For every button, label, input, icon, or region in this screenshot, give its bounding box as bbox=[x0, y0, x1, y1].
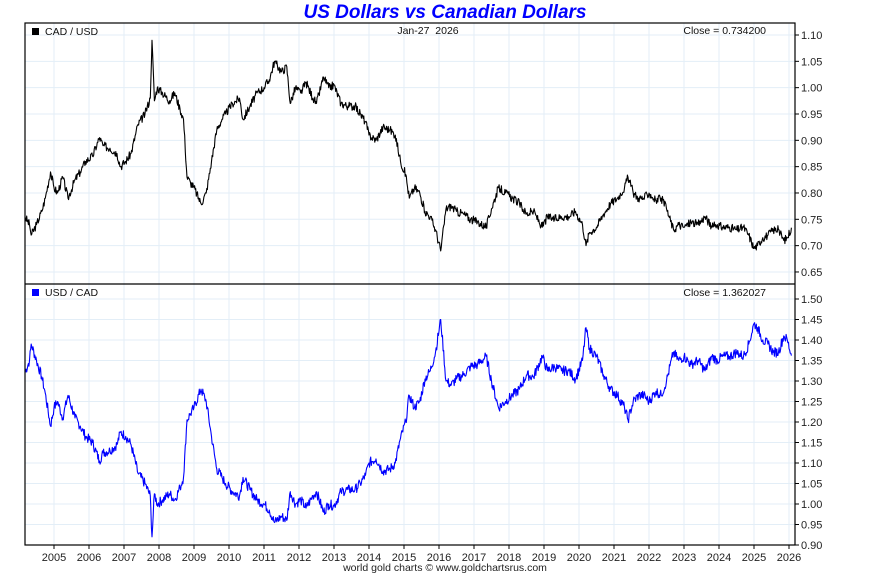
footer-credit: world gold charts © www.goldchartsrus.co… bbox=[343, 562, 547, 574]
y-tick-label: 1.20 bbox=[801, 417, 822, 429]
y-tick-label: 1.10 bbox=[801, 458, 822, 470]
x-tick-label: 2015 bbox=[392, 552, 416, 564]
legend-marker-usd-cad bbox=[32, 289, 39, 296]
series-layer bbox=[24, 39, 792, 538]
y-tick-label: 1.30 bbox=[801, 376, 822, 388]
y-tick-label: 1.05 bbox=[801, 479, 822, 491]
close-label-bottom: Close = 1.362027 bbox=[683, 287, 766, 299]
series-line-usd-cad bbox=[24, 318, 792, 538]
y-tick-label: 0.90 bbox=[801, 540, 822, 552]
x-tick-label: 2006 bbox=[77, 552, 101, 564]
x-tick-label: 2022 bbox=[637, 552, 661, 564]
y-tick-label: 0.70 bbox=[801, 241, 822, 253]
x-tick-label: 2014 bbox=[357, 552, 381, 564]
y-tick-label: 1.25 bbox=[801, 397, 822, 409]
x-tick-label: 2008 bbox=[147, 552, 171, 564]
y-tick-label: 1.00 bbox=[801, 499, 822, 511]
x-tick-label: 2005 bbox=[42, 552, 66, 564]
x-tick-label: 2007 bbox=[112, 552, 136, 564]
x-tick-label: 2019 bbox=[532, 552, 556, 564]
y-tick-label: 1.00 bbox=[801, 83, 822, 95]
y-tick-label: 1.10 bbox=[801, 30, 822, 42]
y-tick-label: 0.90 bbox=[801, 135, 822, 147]
x-tick-label: 2021 bbox=[602, 552, 626, 564]
x-tick-label: 2010 bbox=[217, 552, 241, 564]
x-tick-label: 2020 bbox=[567, 552, 591, 564]
y-tick-label: 1.15 bbox=[801, 438, 822, 450]
x-tick-label: 2009 bbox=[182, 552, 206, 564]
y-tick-label: 0.95 bbox=[801, 109, 822, 121]
y-tick-label: 0.75 bbox=[801, 214, 822, 226]
y-tick-label: 1.35 bbox=[801, 356, 822, 368]
y-tick-label: 0.65 bbox=[801, 267, 822, 279]
x-tick-label: 2025 bbox=[742, 552, 766, 564]
y-tick-label: 0.80 bbox=[801, 188, 822, 200]
x-tick-label: 2013 bbox=[322, 552, 346, 564]
y-tick-label: 0.95 bbox=[801, 520, 822, 532]
date-label: Jan-27 2026 bbox=[397, 25, 458, 37]
series-line-cad-usd bbox=[24, 39, 792, 252]
y-axis: 1.10 1.05 1.00 0.95 0.90 0.85 0.80 0.75 0.70 0.65… bbox=[795, 30, 822, 552]
y-tick-label: 1.45 bbox=[801, 315, 822, 327]
chart-title: US Dollars vs Canadian Dollars bbox=[303, 2, 587, 23]
x-tick-label: 2023 bbox=[672, 552, 696, 564]
x-tick-label: 2011 bbox=[252, 552, 276, 564]
x-axis: 2005 2006 2007 2008 2009 2010 2011 2012 2013 2014… bbox=[42, 545, 801, 564]
x-tick-label: 2024 bbox=[707, 552, 731, 564]
close-label-top: Close = 0.734200 bbox=[683, 25, 766, 37]
y-tick-label: 0.85 bbox=[801, 162, 822, 174]
y-tick-label: 1.40 bbox=[801, 335, 822, 347]
x-tick-label: 2018 bbox=[497, 552, 521, 564]
x-tick-label: 2026 bbox=[777, 552, 801, 564]
legend-label-cad-usd: CAD / USD bbox=[45, 26, 99, 38]
y-tick-label: 1.05 bbox=[801, 56, 822, 68]
x-tick-label: 2016 bbox=[427, 552, 451, 564]
x-tick-label: 2017 bbox=[462, 552, 486, 564]
legend-label-usd-cad: USD / CAD bbox=[45, 287, 99, 299]
legend-marker-cad-usd bbox=[32, 28, 39, 35]
y-tick-label: 1.50 bbox=[801, 294, 822, 306]
x-tick-label: 2012 bbox=[287, 552, 311, 564]
